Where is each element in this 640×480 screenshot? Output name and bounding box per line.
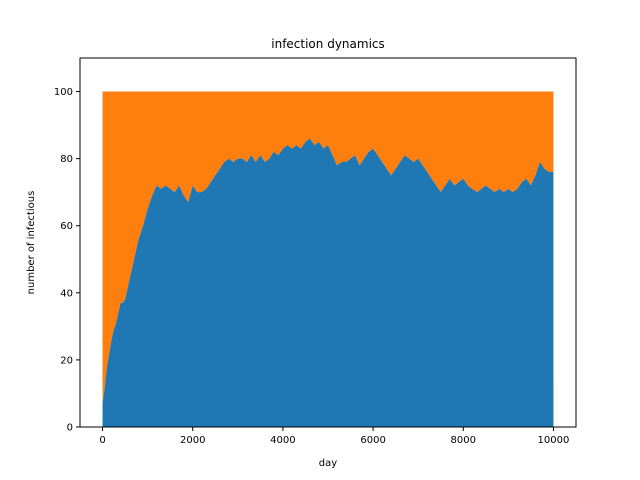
x-tick-label: 10000 [538,435,570,446]
x-axis: 0 2000 4000 6000 8000 10000 [99,427,569,446]
chart-title: infection dynamics [271,37,385,51]
y-axis: 0 20 40 60 80 100 [54,87,80,434]
y-tick-label: 40 [60,288,73,299]
y-tick-label: 100 [54,87,73,98]
x-tick-label: 0 [99,435,105,446]
y-tick-label: 60 [60,221,73,232]
series-area-infectious [102,138,554,427]
y-tick-label: 0 [67,423,73,434]
x-tick-label: 8000 [451,435,476,446]
x-tick-label: 4000 [270,435,295,446]
plot-area [102,91,554,427]
x-axis-label: day [319,458,337,469]
axes-frame [79,57,577,428]
y-tick-label: 20 [60,355,73,366]
y-axis-label: number of infectious [26,191,37,295]
x-tick-label: 6000 [360,435,385,446]
y-tick-label: 80 [60,154,73,165]
x-tick-label: 2000 [180,435,205,446]
series-area-susceptible [102,91,554,404]
